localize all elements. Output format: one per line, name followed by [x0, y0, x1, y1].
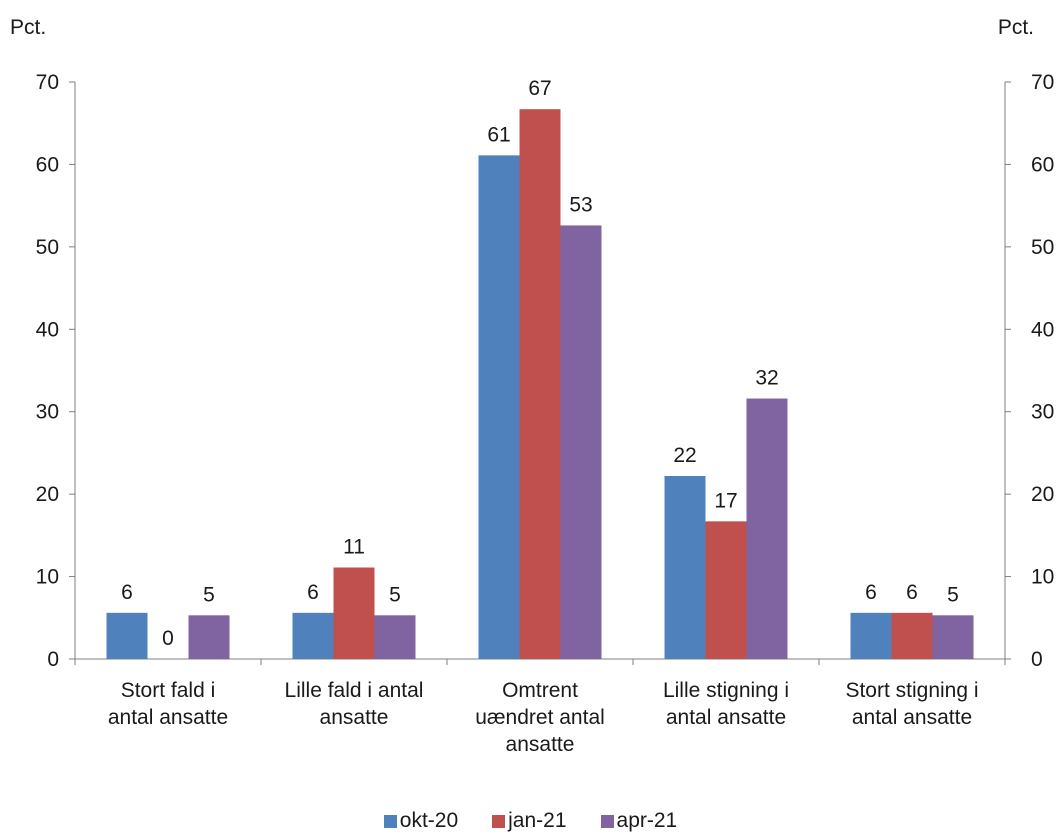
right-y-tick-label: 10 [1031, 566, 1054, 589]
category-label: ansatte [506, 733, 575, 756]
data-label: 32 [755, 367, 778, 390]
legend-label: okt-20 [399, 809, 459, 832]
data-label: 22 [673, 444, 696, 467]
data-label: 5 [947, 583, 959, 606]
data-label: 17 [714, 489, 737, 512]
legend: okt-20 jan-21 apr-21 [0, 806, 1061, 836]
data-label: 5 [203, 583, 215, 606]
right-y-tick-label: 30 [1031, 401, 1054, 424]
data-label: 11 [343, 536, 365, 559]
right-y-tick-label: 0 [1031, 648, 1043, 671]
category-label: antal ansatte [666, 706, 786, 729]
data-label: 6 [865, 581, 877, 604]
data-labels-group: 6 6 61 22 6 0 11 67 17 6 5 5 53 32 5 [121, 77, 959, 650]
bar-okt-20 [664, 476, 706, 659]
data-label: 6 [121, 581, 133, 604]
bar-apr-21 [746, 398, 788, 659]
category-label: ansatte [320, 706, 389, 729]
legend-swatch [600, 814, 614, 828]
category-label: Stort fald i [121, 679, 216, 702]
left-y-tick-label: 60 [36, 153, 59, 176]
bar-jan-21 [705, 521, 747, 659]
category-label: Omtrent [502, 679, 578, 702]
data-label: 0 [162, 627, 174, 650]
left-y-tick-label: 0 [47, 648, 59, 671]
bars-group [106, 109, 974, 660]
left-y-tick-label: 50 [36, 236, 59, 259]
right-axis-unit: Pct. [998, 16, 1034, 39]
category-label: antal ansatte [852, 706, 972, 729]
data-label: 6 [307, 581, 319, 604]
bar-apr-21 [188, 615, 230, 659]
right-y-tick-label: 20 [1031, 483, 1054, 506]
bar-jan-21 [333, 567, 375, 659]
legend-item: okt-20 [383, 809, 459, 833]
data-label: 61 [487, 123, 510, 146]
category-label: antal ansatte [108, 706, 228, 729]
legend-item: jan-21 [492, 809, 567, 833]
category-label: Lille stigning i [663, 679, 789, 702]
bar-okt-20 [106, 612, 148, 659]
bar-apr-21 [560, 225, 602, 659]
right-y-tick-label: 50 [1031, 236, 1054, 259]
data-label: 5 [389, 583, 401, 606]
data-label: 67 [528, 77, 551, 100]
right-y-tick-label: 60 [1031, 153, 1054, 176]
category-labels-group: Stort fald i antal ansatte Lille fald i an… [108, 679, 979, 756]
bar-jan-21 [891, 612, 933, 659]
legend-swatch [492, 814, 506, 828]
bar-okt-20 [850, 612, 892, 659]
right-y-tick-label: 40 [1031, 318, 1054, 341]
left-y-tick-label: 70 [36, 71, 59, 94]
left-y-tick-label: 40 [36, 318, 59, 341]
data-label: 6 [906, 581, 918, 604]
data-label: 53 [569, 193, 592, 216]
legend-label: jan-21 [508, 809, 567, 832]
legend-label: apr-21 [616, 809, 678, 832]
category-label: Lille fald i antal [285, 679, 424, 702]
left-y-tick-label: 10 [36, 566, 59, 589]
left-y-tick-label: 20 [36, 483, 59, 506]
bar-okt-20 [292, 612, 334, 659]
legend-swatch [383, 814, 397, 828]
right-y-tick-label: 70 [1031, 71, 1054, 94]
bar-apr-21 [932, 615, 974, 659]
category-label: uændret antal [475, 706, 605, 729]
bar-jan-21 [519, 109, 561, 660]
bar-okt-20 [478, 155, 520, 659]
bar-apr-21 [374, 615, 416, 659]
category-label: Stort stigning i [845, 679, 978, 702]
left-y-tick-label: 30 [36, 401, 59, 424]
legend-item: apr-21 [600, 809, 678, 833]
left-axis-unit: Pct. [10, 16, 46, 39]
